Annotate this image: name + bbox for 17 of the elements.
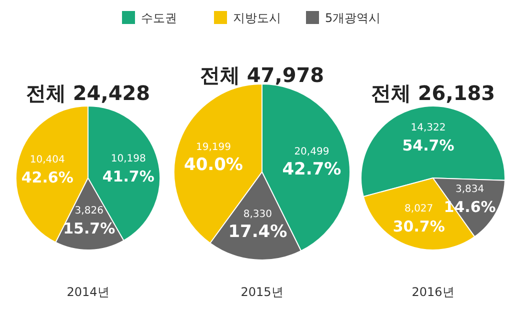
data-label: 8,330 17.4% (228, 208, 288, 242)
data-label: 10,404 42.6% (21, 154, 74, 186)
legend-label: 지방도시 (233, 11, 281, 25)
text: 2016년 (412, 285, 454, 299)
data-label: 19,199 40.0% (184, 142, 243, 176)
chart-title: 전체 47,978 (200, 63, 324, 87)
legend-label: 5개광역시 (325, 11, 381, 25)
data-label: 3,826 15.7% (63, 206, 116, 238)
text: 2015년 (240, 285, 284, 299)
data-label: 8,027 30.7% (392, 203, 445, 236)
text: 전체 24,428 (26, 81, 150, 105)
text: 2014년 (66, 285, 110, 299)
data-label: 20,499 42.7% (282, 146, 342, 180)
legend-label: 수도권 (141, 11, 177, 25)
data-label: 10,198 41.7% (102, 153, 154, 186)
data-label: 14,322 54.7% (402, 122, 454, 155)
chart-title: 전체 26,183 (370, 81, 496, 105)
